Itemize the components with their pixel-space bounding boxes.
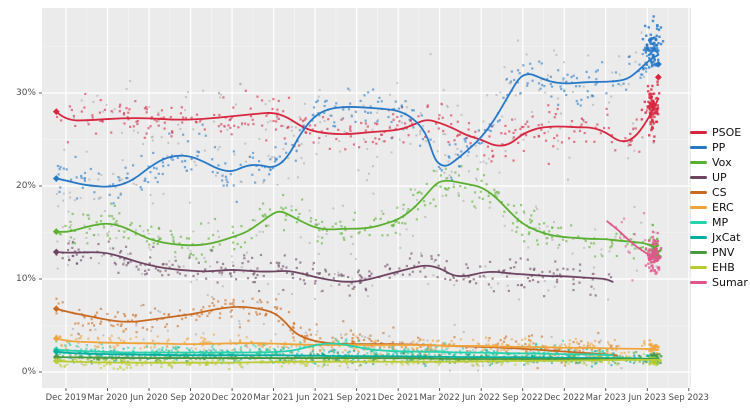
y-tick-label: 30% (15, 87, 36, 98)
legend-item-ehb: EHB (690, 260, 748, 275)
legend-swatch (690, 206, 707, 209)
x-tick-label: Jun 2021 (296, 393, 334, 403)
legend-swatch (690, 236, 707, 239)
legend-item-cs: CS (690, 185, 748, 200)
x-tick-label: Jun 2022 (462, 393, 500, 403)
legend-label: MP (712, 216, 729, 229)
y-tick-label: 10% (15, 273, 36, 284)
y-tick-label: 0% (21, 366, 36, 377)
legend-swatch (690, 146, 707, 149)
x-tick-label: Sep 2022 (502, 393, 543, 403)
legend-item-pp: PP (690, 140, 748, 155)
legend-label: JxCat (712, 231, 741, 244)
legend-label: Sumar (712, 276, 748, 289)
legend: PSOE PP Vox UP CS ERC MP JxCat PNV EHB Sumar (690, 125, 748, 290)
legend-swatch (690, 266, 707, 269)
legend-label: Vox (712, 156, 732, 169)
x-tick-label: Dec 2020 (211, 393, 253, 403)
legend-item-up: UP (690, 170, 748, 185)
x-tick-label: Dec 2022 (543, 393, 585, 403)
x-tick-label: Sep 2021 (336, 393, 377, 403)
legend-item-pnv: PNV (690, 245, 748, 260)
legend-swatch (690, 161, 707, 164)
legend-label: ERC (712, 201, 734, 214)
x-tick-label: Sep 2020 (170, 393, 211, 403)
legend-swatch (690, 176, 707, 179)
legend-swatch (690, 221, 707, 224)
x-tick-label: Mar 2022 (419, 393, 460, 403)
x-tick-label: Sep 2023 (668, 393, 709, 403)
y-tick-label: 20% (15, 180, 36, 191)
legend-item-erc: ERC (690, 200, 748, 215)
legend-item-psoe: PSOE (690, 125, 748, 140)
legend-label: UP (712, 171, 727, 184)
legend-swatch (690, 131, 707, 134)
x-tick-label: Mar 2023 (585, 393, 626, 403)
legend-swatch (690, 281, 707, 284)
legend-label: PSOE (712, 126, 742, 139)
x-tick-label: Mar 2021 (253, 393, 294, 403)
x-tick-label: Mar 2020 (87, 393, 128, 403)
legend-label: PP (712, 141, 726, 154)
legend-item-jxcat: JxCat (690, 230, 748, 245)
x-tick-label: Dec 2019 (45, 393, 87, 403)
legend-label: CS (712, 186, 727, 199)
x-tick-label: Dec 2021 (377, 393, 419, 403)
legend-item-sumar: Sumar (690, 275, 748, 290)
legend-swatch (690, 191, 707, 194)
legend-swatch (690, 251, 707, 254)
legend-label: EHB (712, 261, 735, 274)
x-tick-label: Jun 2020 (130, 393, 168, 403)
legend-item-vox: Vox (690, 155, 748, 170)
legend-label: PNV (712, 246, 735, 259)
legend-item-mp: MP (690, 215, 748, 230)
x-tick-label: Jun 2023 (628, 393, 667, 403)
